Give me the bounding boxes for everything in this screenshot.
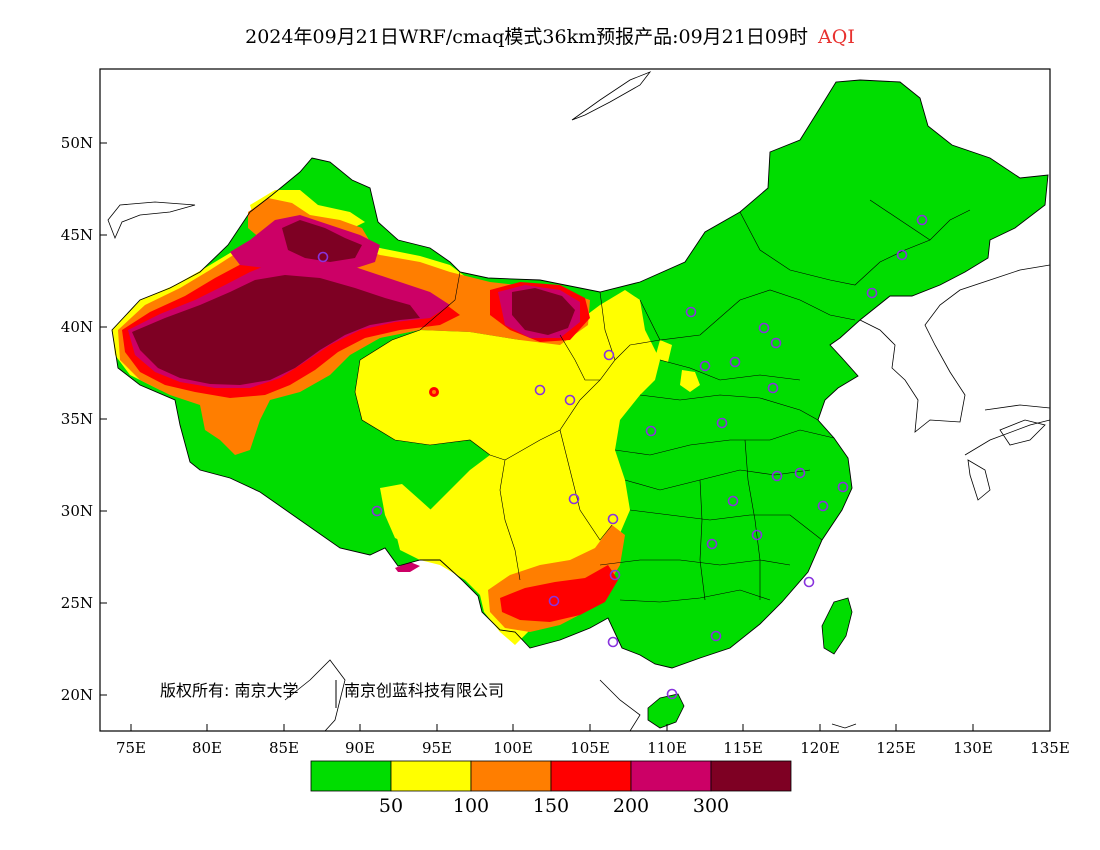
x-axis: 75E 80E 85E 90E 95E 100E 105E 110E 115E … — [116, 724, 1070, 757]
city-marker — [699, 360, 711, 372]
city-markers — [317, 214, 928, 700]
aqi-legend: 50 100 150 200 300 — [310, 760, 792, 817]
y-tick-label: 20N — [61, 686, 93, 704]
taiwan-island — [821, 597, 853, 655]
city-marker — [609, 569, 621, 581]
legend-label: 50 — [379, 795, 403, 817]
city-marker — [751, 529, 763, 541]
city-marker — [317, 251, 329, 263]
city-marker — [666, 688, 678, 700]
city-marker — [727, 495, 739, 507]
aqi-zone-maroon-tarim — [132, 275, 420, 385]
map-title: 2024年09月21日WRF/cmaq模式36km预报产品:09月21日09时 A… — [0, 22, 1100, 49]
city-marker — [710, 630, 722, 642]
legend-swatch-unhealthy — [550, 760, 632, 792]
x-tick-label: 105E — [570, 739, 610, 757]
province-borders — [354, 199, 971, 603]
credit-owner: 版权所有: 南京大学 — [160, 681, 298, 700]
city-marker — [896, 249, 908, 261]
city-marker — [607, 636, 619, 648]
city-marker — [771, 470, 783, 482]
y-tick-label: 50N — [61, 134, 93, 152]
y-tick-label: 35N — [61, 410, 93, 428]
y-axis: 50N 45N 40N 35N 30N 25N 20N — [61, 134, 107, 704]
x-tick-label: 100E — [493, 739, 533, 757]
y-tick-label: 40N — [61, 318, 93, 336]
credit-company: 南京创蓝科技有限公司 — [344, 681, 504, 700]
city-marker — [716, 417, 728, 429]
x-tick-label: 115E — [723, 739, 763, 757]
x-tick-label: 130E — [953, 739, 993, 757]
map-frame — [99, 68, 1051, 732]
city-marker — [706, 538, 718, 550]
coastlines — [107, 71, 1050, 731]
legend-swatch-very-unhealthy — [630, 760, 712, 792]
aqi-zone-maroon-alxa — [512, 288, 575, 335]
city-marker — [548, 595, 560, 607]
aqi-zone-magenta-small — [395, 562, 420, 572]
aqi-hotspot-core — [432, 390, 436, 394]
legend-label: 150 — [533, 795, 569, 817]
legend-swatch-unhealthy-sensitive — [470, 760, 552, 792]
city-marker — [758, 322, 770, 334]
city-marker — [770, 337, 782, 349]
city-marker — [794, 467, 806, 479]
city-marker — [534, 384, 546, 396]
city-marker — [916, 214, 928, 226]
city-marker — [866, 287, 878, 299]
y-tick-label: 25N — [61, 594, 93, 612]
city-marker — [729, 356, 741, 368]
x-tick-label: 110E — [647, 739, 687, 757]
aqi-zone-yellow-tibet — [380, 484, 440, 545]
city-marker — [371, 505, 383, 517]
x-tick-label: 80E — [192, 739, 222, 757]
x-tick-label: 85E — [269, 739, 299, 757]
city-marker — [564, 394, 576, 406]
city-marker — [645, 425, 657, 437]
aqi-zone-maroon-north — [282, 220, 362, 262]
aqi-zone-yellow-shanxi — [655, 340, 672, 362]
legend-swatch-hazardous — [710, 760, 792, 792]
city-marker — [837, 481, 849, 493]
x-tick-label: 90E — [345, 739, 375, 757]
city-marker — [803, 576, 815, 588]
x-tick-label: 75E — [116, 739, 146, 757]
hainan-island — [647, 693, 685, 729]
city-marker — [817, 500, 829, 512]
legend-label: 300 — [693, 795, 729, 817]
legend-label: 100 — [453, 795, 489, 817]
city-marker — [607, 513, 619, 525]
city-marker — [603, 349, 615, 361]
city-marker — [685, 306, 697, 318]
x-tick-label: 125E — [876, 739, 916, 757]
legend-swatch-moderate — [390, 760, 472, 792]
legend-swatch-good — [310, 760, 392, 792]
y-tick-label: 45N — [61, 226, 93, 244]
title-variable: AQI — [818, 26, 855, 48]
city-marker — [767, 382, 779, 394]
city-marker — [568, 493, 580, 505]
y-tick-label: 30N — [61, 502, 93, 520]
map-body: 版权所有: 南京大学 南京创蓝科技有限公司 — [107, 71, 1050, 731]
legend-label: 200 — [613, 795, 649, 817]
china-border — [111, 79, 1049, 669]
aqi-zone-yellow-hebei — [680, 370, 700, 392]
title-main: 2024年09月21日WRF/cmaq模式36km预报产品:09月21日09时 — [245, 26, 809, 48]
x-tick-label: 135E — [1030, 739, 1070, 757]
aqi-zone-red-southwest — [500, 565, 618, 622]
x-tick-label: 95E — [422, 739, 452, 757]
x-tick-label: 120E — [800, 739, 840, 757]
